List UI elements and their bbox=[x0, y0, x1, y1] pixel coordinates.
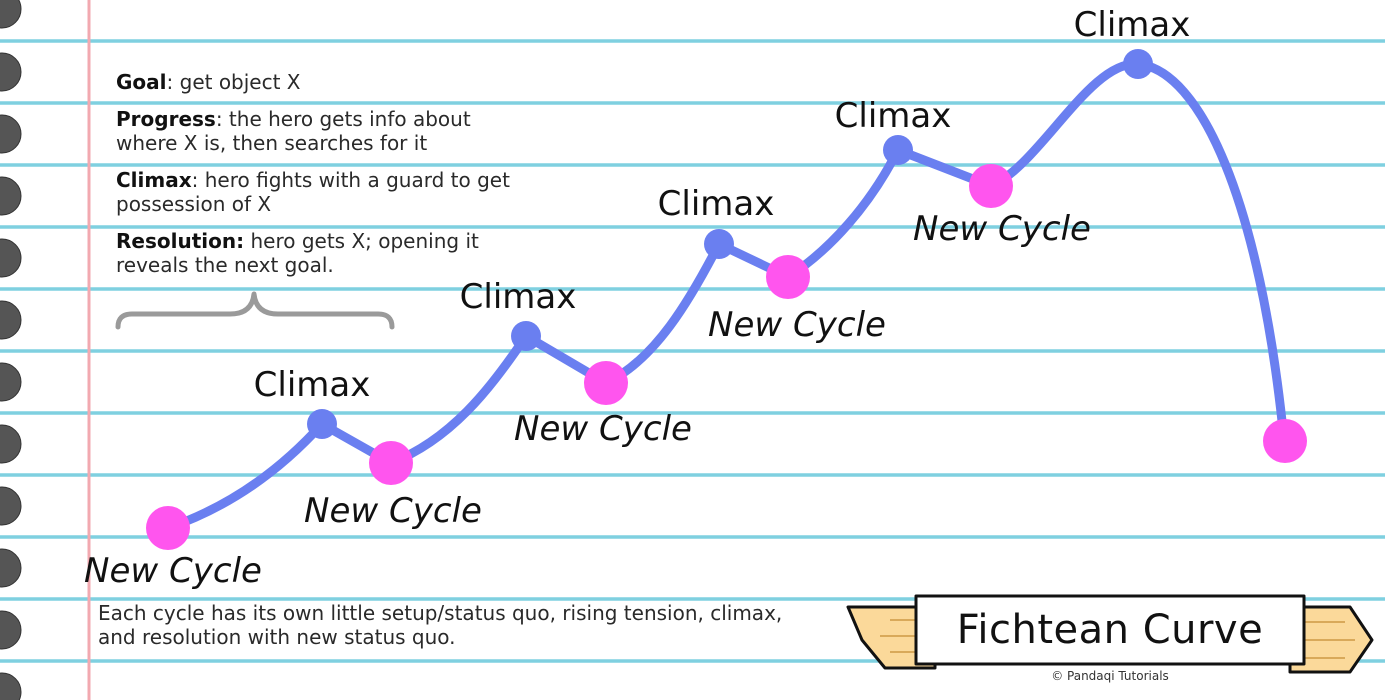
climax-point bbox=[1123, 49, 1153, 79]
new-cycle-label: New Cycle bbox=[514, 409, 692, 449]
legend-term: Resolution: bbox=[116, 229, 245, 253]
binder-hole bbox=[0, 362, 22, 402]
climax-label: Climax bbox=[254, 365, 371, 405]
binder-hole bbox=[0, 424, 22, 464]
climax-point bbox=[307, 409, 337, 439]
binder-hole bbox=[0, 486, 22, 526]
legend: Goal: get object X Progress: the hero ge… bbox=[116, 70, 516, 290]
climax-label: Climax bbox=[835, 96, 952, 136]
legend-goal: Goal: get object X bbox=[116, 70, 516, 94]
legend-term: Climax bbox=[116, 168, 192, 192]
binder-hole bbox=[0, 114, 22, 154]
binder-hole bbox=[0, 52, 22, 92]
binder-hole bbox=[0, 548, 22, 588]
new-cycle-point bbox=[969, 164, 1013, 208]
legend-resolution: Resolution: hero gets X; opening it reve… bbox=[116, 229, 516, 277]
legend-progress: Progress: the hero gets info about where… bbox=[116, 107, 516, 155]
legend-sep: : bbox=[166, 70, 174, 94]
legend-climax: Climax: hero fights with a guard to get … bbox=[116, 168, 516, 216]
footnote: Each cycle has its own little setup/stat… bbox=[98, 601, 783, 649]
legend-text: get object X bbox=[173, 70, 301, 94]
legend-sep: : bbox=[215, 107, 223, 131]
new-cycle-label: New Cycle bbox=[84, 551, 262, 591]
binder-hole bbox=[0, 610, 22, 650]
title-banner bbox=[846, 594, 1374, 674]
new-cycle-label: New Cycle bbox=[708, 305, 886, 345]
new-cycle-labels: New Cycle New Cycle New Cycle New Cycle … bbox=[84, 209, 1091, 591]
climax-point bbox=[704, 229, 734, 259]
climax-point bbox=[883, 135, 913, 165]
legend-text: hero gets X; opening it reveals the next… bbox=[116, 229, 479, 277]
climax-point bbox=[511, 321, 541, 351]
legend-text: the hero gets info about where X is, the… bbox=[116, 107, 471, 155]
new-cycle-label: New Cycle bbox=[304, 491, 482, 531]
banner-panel bbox=[914, 594, 1306, 666]
binder-hole bbox=[0, 0, 22, 29]
binder-holes bbox=[0, 0, 22, 700]
new-cycle-point bbox=[766, 255, 810, 299]
climax-label: Climax bbox=[1074, 5, 1191, 45]
new-cycle-points bbox=[146, 164, 1307, 550]
legend-term: Progress bbox=[116, 107, 216, 131]
new-cycle-point bbox=[1263, 419, 1307, 463]
banner-title: Fichtean Curve bbox=[956, 607, 1264, 653]
legend-term: Goal bbox=[116, 70, 167, 94]
new-cycle-point bbox=[146, 506, 190, 550]
binder-hole bbox=[0, 238, 22, 278]
climax-label: Climax bbox=[460, 277, 577, 317]
credit: © Pandaqi Tutorials bbox=[1051, 669, 1169, 683]
legend-text: hero fights with a guard to get possessi… bbox=[116, 168, 510, 216]
climax-labels: Climax Climax Climax Climax Climax bbox=[254, 5, 1191, 405]
curly-brace bbox=[115, 291, 395, 330]
climax-points bbox=[307, 49, 1153, 439]
legend-sep: : bbox=[191, 168, 199, 192]
binder-hole bbox=[0, 176, 22, 216]
new-cycle-label: New Cycle bbox=[913, 209, 1091, 249]
binder-hole bbox=[0, 672, 22, 700]
binder-hole bbox=[0, 300, 22, 340]
new-cycle-point bbox=[584, 361, 628, 405]
new-cycle-point bbox=[369, 441, 413, 485]
climax-label: Climax bbox=[658, 184, 775, 224]
